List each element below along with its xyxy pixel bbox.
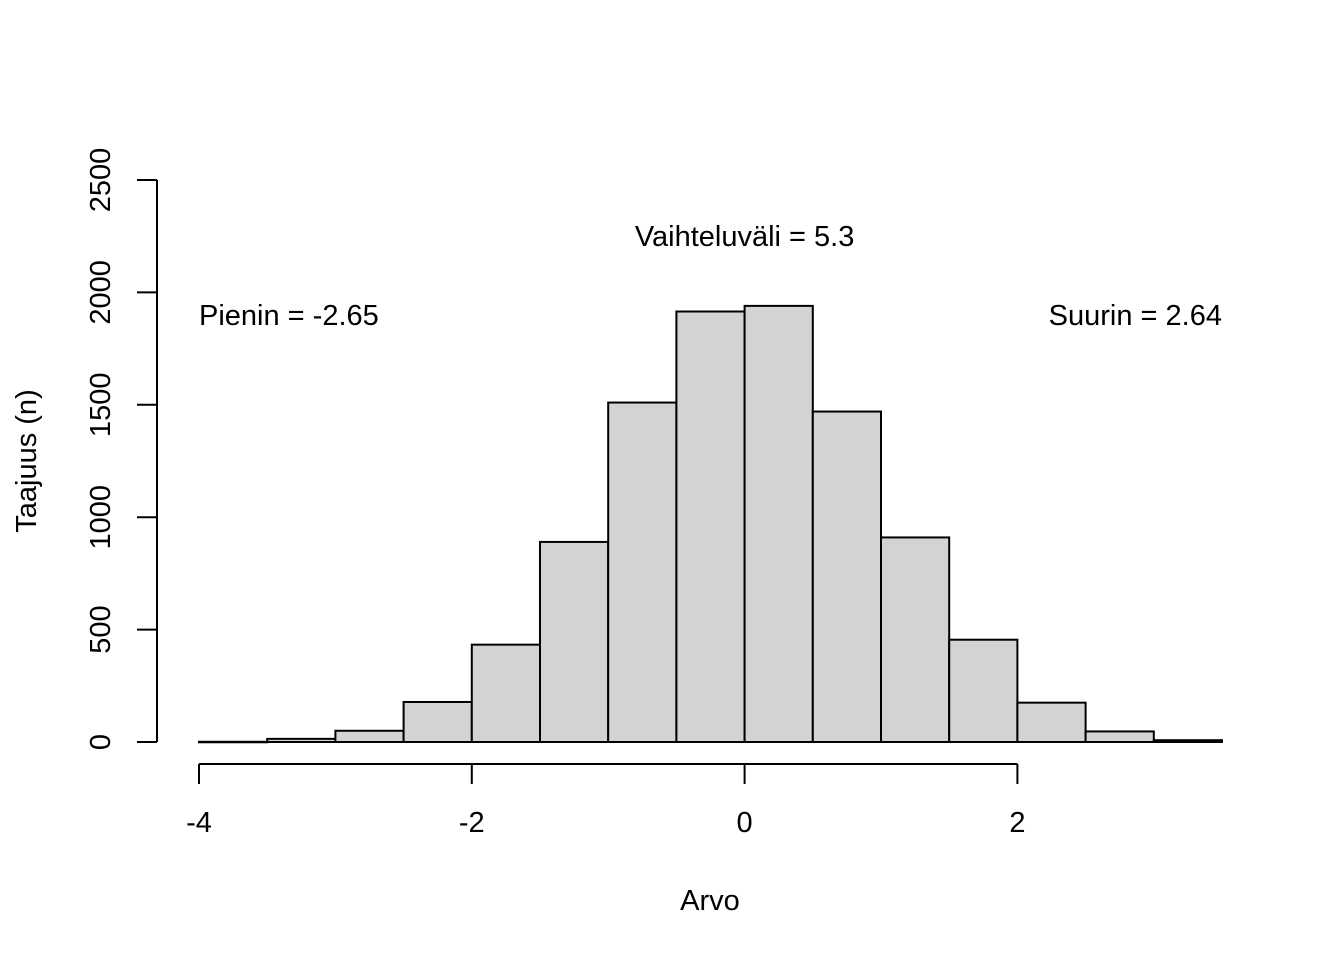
- histogram-bar: [266, 737, 337, 743]
- histogram-bar: [402, 700, 473, 743]
- histogram-bar: [948, 638, 1019, 743]
- histogram-bar: [880, 536, 951, 743]
- x-tick-label: -4: [186, 807, 212, 839]
- histogram-bar: [470, 643, 541, 744]
- range-annotation: Vaihteluväli = 5.3: [635, 221, 855, 253]
- y-tick-label: 0: [85, 734, 117, 750]
- y-tick-label: 2000: [85, 260, 117, 325]
- x-tick-label: 0: [737, 807, 753, 839]
- max-annotation: Suurin = 2.64: [1049, 300, 1222, 332]
- min-annotation: Pienin = -2.65: [199, 300, 379, 332]
- histogram-bar: [198, 740, 269, 744]
- x-tick-label: -2: [459, 807, 485, 839]
- y-axis: 0 500 1000 1500 2000 2500: [85, 148, 158, 750]
- histogram-bar: [1084, 730, 1155, 743]
- bars-group: [198, 304, 1224, 744]
- y-tick-label: 1000: [85, 485, 117, 550]
- histogram-bar: [743, 304, 814, 743]
- histogram-bar: [607, 401, 678, 743]
- x-tick-label: 2: [1009, 807, 1025, 839]
- histogram-bar: [334, 729, 405, 744]
- annotations: Vaihteluväli = 5.3 Pienin = -2.65 Suurin =…: [199, 221, 1222, 332]
- x-axis: -4 -2 0 2: [186, 763, 1025, 839]
- y-tick-label: 2500: [85, 148, 117, 213]
- y-tick-label: 500: [85, 605, 117, 653]
- histogram-bar: [1016, 701, 1087, 743]
- x-axis-label: Arvo: [680, 885, 740, 917]
- y-tick-label: 1500: [85, 373, 117, 438]
- histogram-bar: [811, 410, 882, 743]
- y-axis-label: Taajuus (n): [11, 389, 43, 532]
- histogram-bar: [1152, 739, 1224, 743]
- histogram-bar: [675, 310, 746, 743]
- histogram-bar: [539, 540, 610, 743]
